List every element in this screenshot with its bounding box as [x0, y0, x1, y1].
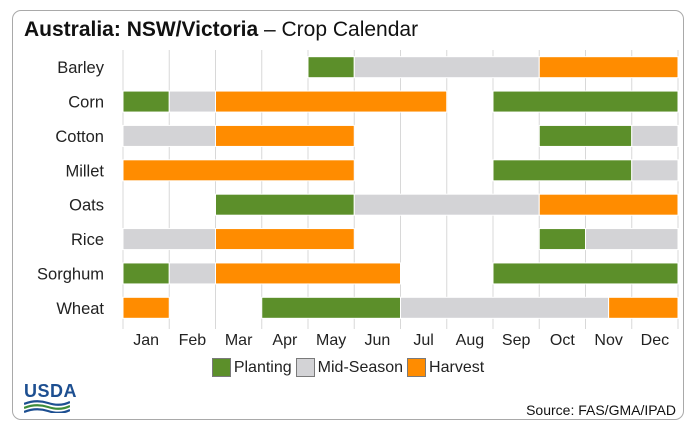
- calendar-bar: [492, 90, 679, 113]
- crop-label: Sorghum: [37, 265, 104, 283]
- calendar-bar: [122, 90, 170, 113]
- calendar-bar: [538, 228, 586, 251]
- legend-item-mid-season: Mid-Season: [295, 358, 404, 377]
- calendar-bar: [215, 90, 448, 113]
- month-tick-label: Aug: [456, 332, 484, 349]
- calendar-bar: [631, 159, 679, 182]
- calendar-bar: [538, 193, 679, 216]
- calendar-bar: [585, 228, 679, 251]
- title-bold: Australia: NSW/Victoria: [24, 18, 259, 41]
- month-tick-label: Dec: [641, 332, 669, 349]
- legend-swatch-planting: [211, 358, 231, 377]
- legend-item-planting: Planting: [211, 358, 292, 377]
- calendar-bar: [492, 262, 679, 285]
- crop-label: Rice: [71, 231, 104, 249]
- month-tick-label: Feb: [179, 332, 207, 349]
- month-tick-label: May: [316, 332, 346, 349]
- calendar-bar: [215, 228, 355, 251]
- month-tick-label: Nov: [594, 332, 622, 349]
- calendar-bar: [215, 193, 355, 216]
- calendar-bar: [122, 262, 170, 285]
- calendar-bar: [353, 56, 540, 79]
- calendar-bar: [631, 124, 679, 147]
- crop-label: Corn: [68, 94, 104, 112]
- calendar-bar: [261, 296, 401, 319]
- usda-logo-hills-icon: [23, 400, 71, 414]
- month-tick-label: Jul: [413, 332, 433, 349]
- usda-logo: USDA: [23, 381, 78, 418]
- chart-title: Australia: NSW/Victoria – Crop Calendar: [24, 18, 418, 42]
- usda-logo-text: USDA: [24, 381, 78, 401]
- calendar-bar: [122, 296, 170, 319]
- calendar-bar: [215, 124, 355, 147]
- crop-label: Millet: [65, 162, 104, 180]
- calendar-bar: [122, 124, 216, 147]
- calendar-bar: [538, 56, 679, 79]
- calendar-bar: [492, 159, 633, 182]
- calendar-bar: [538, 124, 633, 147]
- month-tick-label: Sep: [502, 332, 531, 349]
- calendar-bar: [168, 262, 216, 285]
- calendar-bar: [122, 228, 216, 251]
- crop-label: Wheat: [56, 300, 104, 318]
- legend-swatch-mid-season: [295, 358, 315, 377]
- calendar-bar: [168, 90, 216, 113]
- calendar-bar: [353, 193, 540, 216]
- legend-label-harvest: Harvest: [429, 358, 485, 376]
- month-tick-label: Jun: [364, 332, 390, 349]
- month-tick-label: Apr: [272, 332, 298, 349]
- month-tick-label: Jan: [133, 332, 159, 349]
- month-tick-label: Mar: [225, 332, 253, 349]
- calendar-bar: [307, 56, 355, 79]
- legend-item-harvest: Harvest: [407, 358, 484, 377]
- month-tick-label: Oct: [550, 332, 575, 349]
- legend-swatch-harvest: [407, 358, 427, 377]
- calendar-bar: [215, 262, 401, 285]
- legend-label-mid-season: Mid-Season: [317, 358, 404, 376]
- source-note: Source: FAS/GMA/IPAD: [526, 402, 676, 418]
- crop-label: Cotton: [55, 128, 104, 146]
- title-rest: – Crop Calendar: [258, 18, 419, 41]
- crop-label: Oats: [69, 197, 104, 215]
- chart-legend: Planting Mid-Season Harvest: [0, 358, 696, 377]
- crop-label: Barley: [57, 59, 105, 77]
- calendar-bar: [608, 296, 679, 319]
- legend-label-planting: Planting: [233, 358, 292, 376]
- calendar-bar: [122, 159, 355, 182]
- calendar-bar: [400, 296, 610, 319]
